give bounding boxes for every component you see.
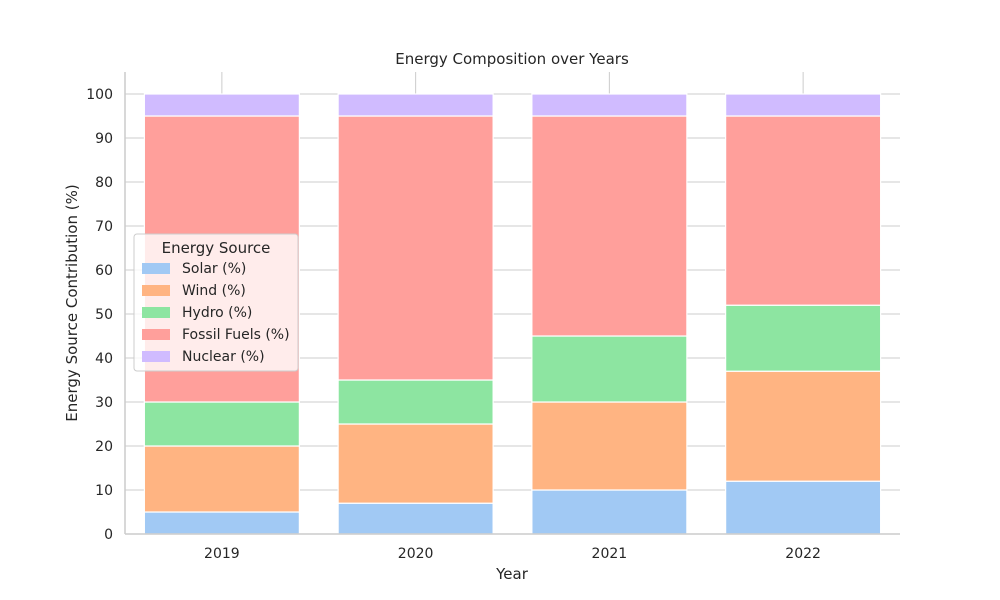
- legend-swatch: [142, 329, 170, 340]
- bar-segment: [143, 93, 300, 117]
- bar-segment: [143, 511, 300, 535]
- bar-segment: [531, 489, 688, 535]
- y-tick-label: 80: [95, 175, 113, 191]
- bar-segment: [337, 423, 494, 504]
- bars: [143, 93, 882, 535]
- bar-segment: [143, 401, 300, 447]
- bar-segment: [337, 379, 494, 425]
- x-tick-label: 2020: [398, 546, 434, 562]
- legend-entry-label: Wind (%): [182, 283, 246, 299]
- bar-segment: [531, 115, 688, 337]
- bar-segment: [725, 304, 882, 372]
- legend-entry-label: Fossil Fuels (%): [182, 327, 290, 343]
- y-tick-label: 10: [95, 483, 113, 499]
- y-tick-label: 20: [95, 439, 113, 455]
- x-axis-label: Year: [495, 565, 529, 583]
- legend-swatch: [142, 307, 170, 318]
- legend-box: [133, 233, 299, 372]
- bar-segment: [531, 335, 688, 403]
- bar-segment: [725, 93, 882, 117]
- y-tick-label: 50: [95, 307, 113, 323]
- legend-entry-label: Solar (%): [182, 261, 246, 277]
- legend-swatch: [142, 285, 170, 296]
- bar-segment: [725, 115, 882, 306]
- legend-swatch: [142, 263, 170, 274]
- bar-segment: [725, 480, 882, 535]
- chart-title: Energy Composition over Years: [395, 50, 629, 68]
- legend: Energy Source Solar (%) Wind (%) Hydro (%) F…: [133, 233, 299, 372]
- y-tick-label: 100: [86, 87, 113, 103]
- y-axis-label: Energy Source Contribution (%): [63, 184, 81, 421]
- bar-segment: [337, 115, 494, 381]
- bar-segment: [337, 502, 494, 535]
- legend-title: Energy Source: [162, 239, 271, 257]
- bar-segment: [337, 93, 494, 117]
- y-tick-label: 0: [104, 527, 113, 543]
- bar-segment: [143, 445, 300, 513]
- x-tick-label: 2019: [204, 546, 240, 562]
- y-tick-label: 70: [95, 219, 113, 235]
- y-tick-label: 60: [95, 263, 113, 279]
- legend-entry-label: Nuclear (%): [182, 349, 265, 365]
- x-tick-label: 2021: [592, 546, 628, 562]
- bar-segment: [725, 370, 882, 482]
- legend-entry-label: Hydro (%): [182, 305, 252, 321]
- x-tick-label: 2022: [785, 546, 821, 562]
- y-tick-label: 40: [95, 351, 113, 367]
- axes: [124, 72, 900, 535]
- legend-swatch: [142, 351, 170, 362]
- y-tick-label: 90: [95, 131, 113, 147]
- bar-segment: [531, 93, 688, 117]
- y-tick-label: 30: [95, 395, 113, 411]
- tick-labels: 0 10 20 30 40 50 60 70 80 90 100 2019 2020 2021 2022: [86, 87, 821, 562]
- bar-segment: [531, 401, 688, 491]
